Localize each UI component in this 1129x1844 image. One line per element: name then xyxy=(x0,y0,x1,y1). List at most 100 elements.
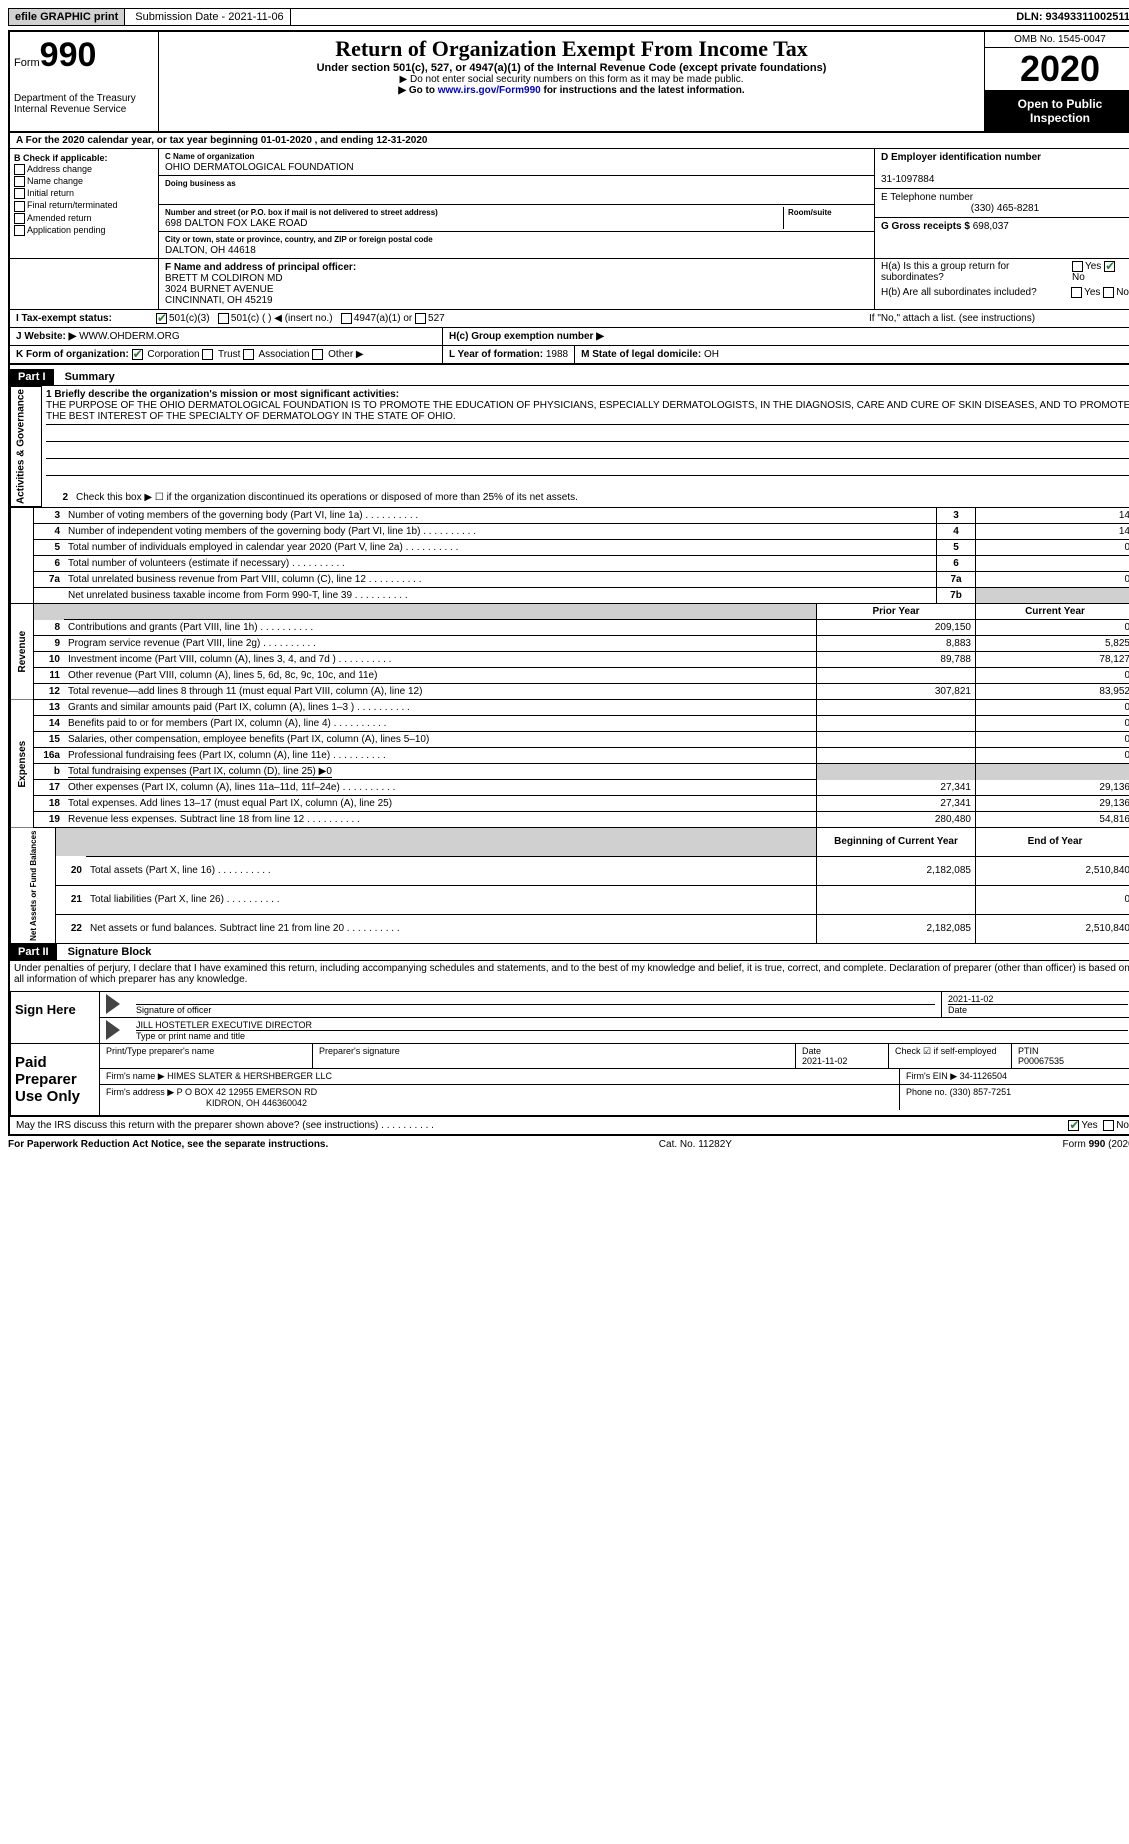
form-subtitle-1: Under section 501(c), 527, or 4947(a)(1)… xyxy=(167,62,976,74)
efile-link[interactable]: efile GRAPHIC print xyxy=(9,9,125,25)
firm-phone: (330) 857-7251 xyxy=(950,1087,1012,1097)
gross-receipts: 698,037 xyxy=(973,221,1009,232)
box-b-title: B Check if applicable: xyxy=(14,153,108,163)
open-to-public: Open to Public Inspection xyxy=(985,91,1129,131)
row-a-tax-year: A For the 2020 calendar year, or tax yea… xyxy=(10,133,1129,149)
discuss-row: May the IRS discuss this return with the… xyxy=(10,1116,1129,1134)
info-block: B Check if applicable: Address change Na… xyxy=(10,149,1129,258)
prep-sig-label: Preparer's signature xyxy=(319,1046,400,1056)
form-label: Form xyxy=(14,57,40,69)
checkbox-501c3[interactable] xyxy=(156,313,167,324)
ptin: P00067535 xyxy=(1018,1056,1064,1066)
box-f-label: F Name and address of principal officer: xyxy=(165,262,356,273)
row-j: J Website: ▶ WWW.OHDERM.ORG H(c) Group e… xyxy=(10,328,1129,346)
check-self-employed: Check ☑ if self-employed xyxy=(889,1044,1012,1068)
pra-notice: For Paperwork Reduction Act Notice, see … xyxy=(8,1139,328,1150)
checkbox-amended[interactable] xyxy=(14,213,25,224)
checkbox-name-change[interactable] xyxy=(14,176,25,187)
dba-label: Doing business as xyxy=(165,179,236,188)
box-hb-note: If "No," attach a list. (see instruction… xyxy=(869,313,1129,324)
checkbox-ha-no[interactable] xyxy=(1104,261,1115,272)
q2: Check this box ▶ ☐ if the organization d… xyxy=(72,490,1129,507)
street-address: 698 DALTON FOX LAKE ROAD xyxy=(165,218,307,229)
checkbox-hb-no[interactable] xyxy=(1103,287,1114,298)
prep-date: 2021-11-02 xyxy=(802,1056,847,1066)
omb-number: OMB No. 1545-0047 xyxy=(985,32,1129,48)
checkbox-527[interactable] xyxy=(415,313,426,324)
expenses-table: Expenses 13Grants and similar amounts pa… xyxy=(10,700,1129,828)
firm-ein: 34-1126504 xyxy=(960,1071,1007,1081)
checkbox-app-pending[interactable] xyxy=(14,225,25,236)
checkbox-501c[interactable] xyxy=(218,313,229,324)
irs-label: Internal Revenue Service xyxy=(14,104,154,115)
checkbox-assoc[interactable] xyxy=(243,349,254,360)
checkbox-initial-return[interactable] xyxy=(14,188,25,199)
mission-text: THE PURPOSE OF THE OHIO DERMATOLOGICAL F… xyxy=(46,400,1129,425)
declaration: Under penalties of perjury, I declare th… xyxy=(10,961,1129,987)
q1-label: 1 Briefly describe the organization's mi… xyxy=(46,389,399,400)
officer-name-title: JILL HOSTETLER EXECUTIVE DIRECTOR xyxy=(136,1020,312,1030)
room-label: Room/suite xyxy=(788,208,832,217)
form-header: Form990 Department of the Treasury Inter… xyxy=(10,32,1129,133)
box-ha: H(a) Is this a group return for subordin… xyxy=(881,261,1072,283)
row-i: I Tax-exempt status: 501(c)(3) 501(c) ( … xyxy=(10,309,1129,328)
box-g-label: G Gross receipts $ xyxy=(881,221,970,232)
side-governance: Activities & Governance xyxy=(11,387,42,507)
part1-header: Part I xyxy=(10,369,54,385)
part1-name: Summary xyxy=(57,371,115,383)
form-subtitle-3: ▶ Go to www.irs.gov/Form990 for instruct… xyxy=(167,85,976,96)
arrow-icon xyxy=(106,1020,120,1040)
irs-link[interactable]: www.irs.gov/Form990 xyxy=(438,85,541,96)
firm-name: HIMES SLATER & HERSHBERGER LLC xyxy=(167,1071,332,1081)
net-assets-table: Net Assets or Fund Balances Beginning of… xyxy=(10,828,1129,943)
sig-date-label: Date xyxy=(948,1004,1128,1015)
city-label: City or town, state or province, country… xyxy=(165,235,433,244)
box-b: B Check if applicable: Address change Na… xyxy=(10,149,159,258)
dept-treasury: Department of the Treasury xyxy=(14,93,154,104)
paid-preparer-block: Paid Preparer Use Only Print/Type prepar… xyxy=(10,1044,1129,1116)
checkbox-ha-yes[interactable] xyxy=(1072,261,1083,272)
ein: 31-1097884 xyxy=(881,174,934,185)
sig-date-val: 2021-11-02 xyxy=(948,994,993,1004)
revenue-table: Revenue Prior YearCurrent Year 8Contribu… xyxy=(10,604,1129,700)
checkbox-corp[interactable] xyxy=(132,349,143,360)
checkbox-hb-yes[interactable] xyxy=(1071,287,1082,298)
side-revenue: Revenue xyxy=(11,604,34,700)
phone: (330) 465-8281 xyxy=(881,203,1129,214)
box-c-name-label: C Name of organization xyxy=(165,152,254,161)
row-k: K Form of organization: Corporation Trus… xyxy=(10,346,1129,365)
type-name-label: Type or print name and title xyxy=(136,1030,1128,1041)
summary-table: Activities & Governance 1 Briefly descri… xyxy=(10,386,1129,507)
dln: DLN: 93493311002511 xyxy=(1010,9,1129,25)
officer-name: BRETT M COLDIRON MD xyxy=(165,273,283,284)
paid-preparer-label: Paid Preparer Use Only xyxy=(11,1044,100,1115)
side-expenses: Expenses xyxy=(11,700,34,828)
checkbox-address-change[interactable] xyxy=(14,164,25,175)
checkbox-discuss-yes[interactable] xyxy=(1068,1120,1079,1131)
checkbox-other[interactable] xyxy=(312,349,323,360)
checkbox-final-return[interactable] xyxy=(14,201,25,212)
checkbox-trust[interactable] xyxy=(202,349,213,360)
firm-city: KIDRON, OH 446360042 xyxy=(106,1098,307,1108)
checkbox-discuss-no[interactable] xyxy=(1103,1120,1114,1131)
tax-year: 2020 xyxy=(985,48,1129,91)
form-subtitle-2: ▶ Do not enter social security numbers o… xyxy=(167,74,976,85)
part2-header: Part II xyxy=(10,944,57,960)
addr-label: Number and street (or P.O. box if mail i… xyxy=(165,208,438,217)
sign-here-block: Sign Here Signature of officer 2021-11-0… xyxy=(10,991,1129,1044)
page-footer: For Paperwork Reduction Act Notice, see … xyxy=(8,1136,1129,1153)
box-hb: H(b) Are all subordinates included? xyxy=(881,287,1037,298)
box-e-label: E Telephone number xyxy=(881,192,973,203)
sig-officer-label: Signature of officer xyxy=(136,1004,935,1015)
officer-addr2: CINCINNATI, OH 45219 xyxy=(165,295,273,306)
checkbox-4947[interactable] xyxy=(341,313,352,324)
form-page: Form 990 (2020) xyxy=(1063,1139,1129,1150)
submission-date: Submission Date - 2021-11-06 xyxy=(129,9,290,25)
org-name: OHIO DERMATOLOGICAL FOUNDATION xyxy=(165,162,354,173)
city-state-zip: DALTON, OH 44618 xyxy=(165,245,256,256)
sign-here-label: Sign Here xyxy=(11,992,100,1043)
box-hc: H(c) Group exemption number ▶ xyxy=(449,331,604,342)
box-d-label: D Employer identification number xyxy=(881,152,1041,163)
firm-address: P O BOX 42 12955 EMERSON RD xyxy=(177,1087,317,1097)
top-bar: efile GRAPHIC print Submission Date - 20… xyxy=(8,8,1129,26)
